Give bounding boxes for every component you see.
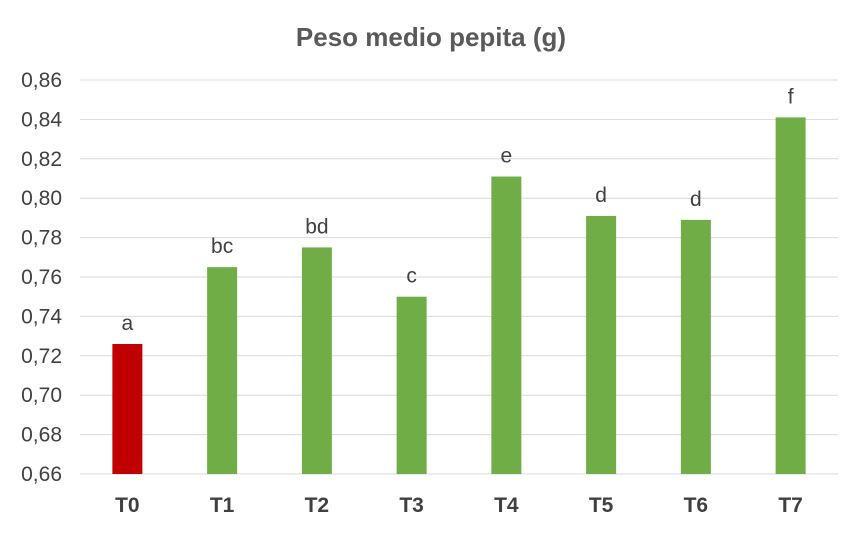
y-tick-label: 0,80 bbox=[21, 187, 62, 210]
data-labels: a bc bd c e d d f bbox=[122, 85, 794, 335]
x-tick-label: T0 bbox=[115, 494, 140, 517]
data-label: f bbox=[788, 85, 794, 108]
x-tick-label: T5 bbox=[589, 494, 614, 517]
y-tick-label: 0,72 bbox=[21, 345, 62, 368]
bar-t2 bbox=[301, 247, 332, 474]
bar-t6 bbox=[680, 219, 711, 474]
x-tick-label: T2 bbox=[305, 494, 330, 517]
bar-t1 bbox=[207, 267, 238, 474]
data-label: c bbox=[406, 265, 417, 288]
y-tick-label: 0,70 bbox=[21, 384, 62, 407]
data-label: bd bbox=[305, 215, 328, 238]
x-tick-label: T6 bbox=[684, 494, 709, 517]
y-axis-ticks: 0,66 0,68 0,70 0,72 0,74 0,76 0,78 0,80 0,82 0,84… bbox=[21, 69, 62, 486]
bar-t5 bbox=[586, 215, 617, 474]
data-label: e bbox=[501, 145, 513, 168]
x-tick-label: T3 bbox=[399, 494, 424, 517]
x-axis-ticks: T0 T1 T2 T3 T4 T5 T6 T7 bbox=[115, 494, 803, 517]
y-tick-label: 0,86 bbox=[21, 69, 62, 92]
chart-title: Peso medio pepita (g) bbox=[296, 22, 566, 52]
bar-t3 bbox=[396, 296, 427, 474]
y-tick-label: 0,66 bbox=[21, 463, 62, 486]
x-tick-label: T1 bbox=[210, 494, 235, 517]
x-tick-label: T7 bbox=[778, 494, 803, 517]
bars bbox=[112, 117, 806, 475]
y-tick-label: 0,84 bbox=[21, 108, 62, 131]
bar-t4 bbox=[491, 176, 522, 474]
x-tick-label: T4 bbox=[494, 494, 519, 517]
data-label: bc bbox=[211, 235, 233, 258]
y-tick-label: 0,82 bbox=[21, 148, 62, 171]
y-tick-label: 0,68 bbox=[21, 424, 62, 447]
data-label: d bbox=[595, 184, 607, 207]
y-tick-label: 0,74 bbox=[21, 305, 62, 328]
gridlines bbox=[80, 79, 838, 475]
bar-t0 bbox=[112, 343, 143, 474]
bar-t7 bbox=[775, 117, 806, 475]
y-tick-label: 0,76 bbox=[21, 266, 62, 289]
y-tick-label: 0,78 bbox=[21, 227, 62, 250]
data-label: d bbox=[690, 188, 702, 211]
data-label: a bbox=[122, 312, 134, 335]
